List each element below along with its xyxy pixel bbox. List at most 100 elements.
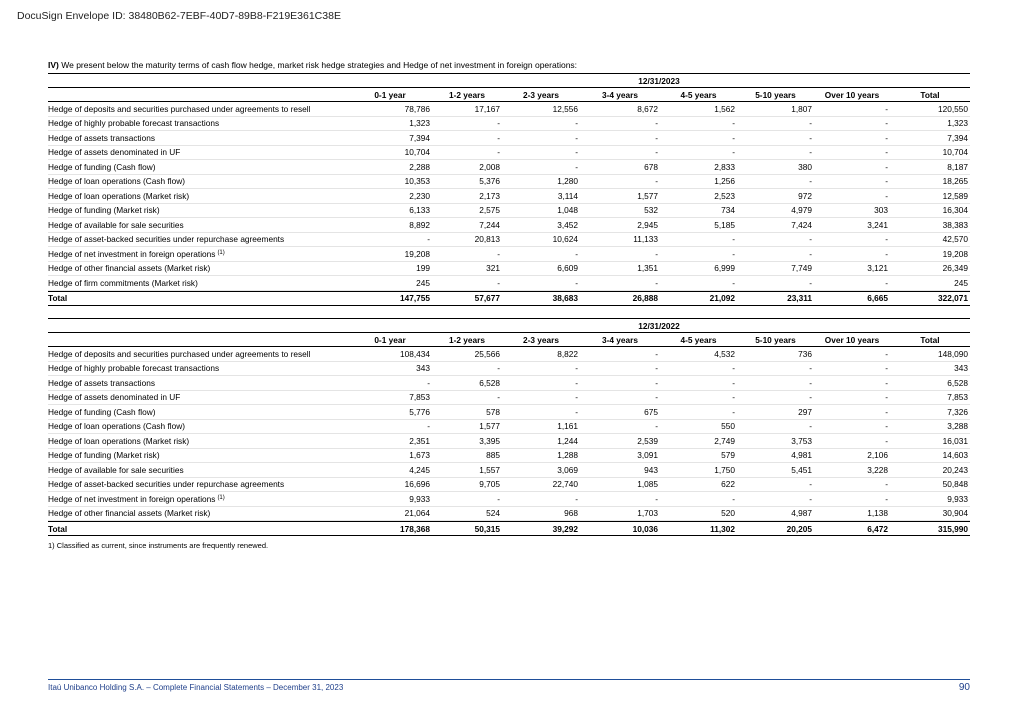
column-header: Total [920, 334, 940, 345]
table-row: Hedge of available for sale securities 4,… [48, 463, 970, 478]
table-cell: 2,575 [479, 205, 500, 216]
row-label-text: Hedge of loan operations (Market risk) [48, 435, 190, 446]
row-label-text: Hedge of assets transactions [48, 377, 155, 388]
table-cell: 3,241 [867, 219, 888, 230]
table-cell: - [809, 176, 812, 187]
table-cell: - [655, 176, 658, 187]
table-cell: - [885, 118, 888, 129]
table-cell: 19,208 [404, 248, 430, 259]
table-cell: 20,205 [786, 523, 812, 534]
table-cell: - [885, 392, 888, 403]
table-cell: 1,807 [791, 103, 812, 114]
column-header: 1-2 years [449, 89, 485, 100]
table-cell: - [575, 406, 578, 417]
table-cell: 120,550 [938, 103, 968, 114]
table-cell: 20,813 [474, 234, 500, 245]
table-cell: - [885, 248, 888, 259]
table-cell: - [575, 363, 578, 374]
table-cell: 1,577 [479, 421, 500, 432]
table-row: Hedge of assets denominated in UF 10,704 -… [48, 146, 970, 160]
table-cell: 20,243 [942, 464, 968, 475]
table-cell: 178,368 [400, 523, 430, 534]
table-cell: - [885, 479, 888, 490]
table-cell: - [885, 234, 888, 245]
table-cell: 578 [486, 406, 500, 417]
table-cell: - [497, 493, 500, 504]
table-row: Hedge of other financial assets (Market … [48, 507, 970, 521]
table-cell: - [497, 118, 500, 129]
row-label: Hedge of loan operations (Market risk) [48, 436, 348, 446]
row-label: Hedge of available for sale securities [48, 465, 348, 475]
table-cell: 26,349 [942, 263, 968, 274]
table-cell: 3,121 [867, 263, 888, 274]
table-cell: - [732, 248, 735, 259]
row-label-text: Hedge of assets denominated in UF [48, 147, 181, 158]
table-cell: 579 [721, 450, 735, 461]
table-cell: - [732, 277, 735, 288]
column-header: 0-1 year [374, 89, 406, 100]
table-cell: 972 [798, 190, 812, 201]
table-cell: 4,981 [791, 450, 812, 461]
header-row: 0-1 year 1-2 years 2-3 years 3-4 years 4-5 y… [48, 88, 970, 102]
table-cell: 8,187 [947, 161, 968, 172]
table-cell: 6,472 [867, 523, 888, 534]
table-cell: - [885, 132, 888, 143]
table-cell: 1,244 [557, 435, 578, 446]
table-cell: 5,776 [409, 406, 430, 417]
row-label: Hedge of loan operations (Cash flow) [48, 176, 348, 186]
table-cell: - [809, 248, 812, 259]
table-cell: 2,230 [409, 190, 430, 201]
table-cell: 1,288 [557, 450, 578, 461]
table-cell: - [885, 147, 888, 158]
table-cell: 321 [486, 263, 500, 274]
table-cell: 6,609 [557, 263, 578, 274]
column-header: Over 10 years [824, 334, 880, 345]
table-cell: 3,069 [557, 464, 578, 475]
table-cell: 245 [954, 277, 968, 288]
table-cell: 148,090 [938, 348, 968, 359]
table-cell: - [885, 377, 888, 388]
table-cell: 2,106 [867, 450, 888, 461]
row-label: Hedge of deposits and securities purchas… [48, 104, 348, 114]
table-cell: 622 [721, 479, 735, 490]
row-label: Hedge of funding (Market risk) [48, 450, 348, 460]
row-label: Hedge of asset-backed securities under r… [48, 234, 348, 244]
table-row: Hedge of assets transactions - 6,528 - - - - - 6… [48, 376, 970, 391]
table-cell: 16,031 [942, 435, 968, 446]
table-cell: 1,138 [867, 508, 888, 519]
table-cell: 1,673 [409, 450, 430, 461]
footnote: 1) Classified as current, since instrume… [48, 541, 269, 550]
column-header: 1-2 years [449, 334, 485, 345]
table-cell: - [885, 103, 888, 114]
row-label: Hedge of net investment in foreign opera… [48, 494, 348, 504]
table-cell: - [885, 176, 888, 187]
table-cell: 343 [416, 363, 430, 374]
table-cell: 2,539 [637, 435, 658, 446]
row-label-text: Hedge of highly probable forecast transa… [48, 118, 220, 129]
column-header: Over 10 years [824, 89, 880, 100]
table-cell: 50,848 [942, 479, 968, 490]
table-row: Hedge of deposits and securities purchas… [48, 102, 970, 117]
table-cell: 8,822 [557, 348, 578, 359]
table-cell: - [655, 392, 658, 403]
table-cell: 245 [416, 277, 430, 288]
table-cell: - [497, 392, 500, 403]
column-header: 2-3 years [523, 89, 559, 100]
row-label: Hedge of net investment in foreign opera… [48, 249, 348, 259]
table-cell: - [809, 421, 812, 432]
table-cell: 147,755 [400, 293, 430, 303]
table-cell: 4,979 [791, 205, 812, 216]
table-date: 12/31/2022 [638, 320, 680, 331]
table-row: Hedge of net investment in foreign opera… [48, 247, 970, 262]
table-cell: - [497, 147, 500, 158]
table-cell: 315,990 [938, 523, 968, 534]
table-cell: - [575, 277, 578, 288]
table-cell: 2,749 [714, 435, 735, 446]
total-row: Total 147,755 57,677 38,683 26,888 21,092 23,3… [48, 290, 970, 306]
column-header: 4-5 years [680, 89, 717, 100]
table-cell: - [809, 234, 812, 245]
table-cell: - [732, 132, 735, 143]
table-cell: - [732, 406, 735, 417]
table-cell: 22,740 [552, 479, 578, 490]
table-cell: - [497, 248, 500, 259]
